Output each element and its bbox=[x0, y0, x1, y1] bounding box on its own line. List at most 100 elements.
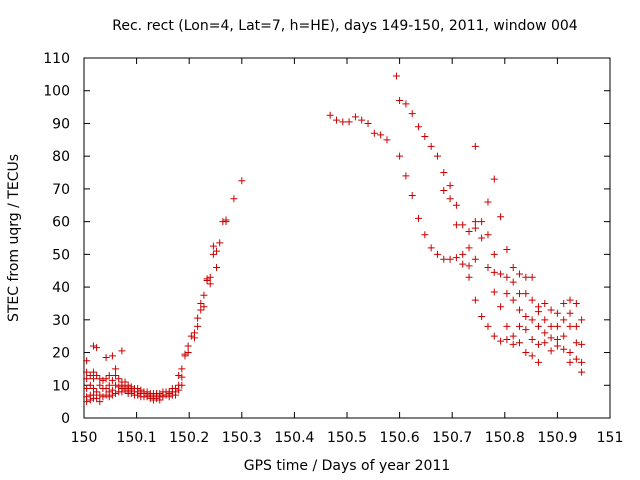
data-point bbox=[178, 381, 186, 389]
data-point bbox=[181, 350, 189, 358]
y-tick-label: 70 bbox=[52, 182, 70, 198]
y-tick-label: 0 bbox=[61, 411, 70, 427]
data-point bbox=[572, 322, 580, 330]
data-point bbox=[446, 182, 454, 190]
y-tick-label: 80 bbox=[52, 149, 70, 165]
y-tick-label: 30 bbox=[52, 313, 70, 329]
data-point bbox=[490, 175, 498, 183]
data-point bbox=[89, 375, 97, 383]
y-tick-label: 20 bbox=[52, 346, 70, 362]
data-point bbox=[143, 393, 151, 401]
x-tick-label: 150.3 bbox=[222, 430, 262, 446]
y-tick-label: 10 bbox=[52, 378, 70, 394]
data-point bbox=[522, 273, 530, 281]
data-point bbox=[553, 342, 561, 350]
data-point bbox=[396, 97, 404, 105]
data-point bbox=[102, 353, 110, 361]
y-tick-label: 50 bbox=[52, 247, 70, 263]
data-point bbox=[93, 394, 101, 402]
data-point bbox=[471, 218, 479, 226]
y-tick-label: 40 bbox=[52, 280, 70, 296]
data-point bbox=[108, 352, 116, 360]
data-point bbox=[127, 389, 135, 397]
data-point bbox=[572, 339, 580, 347]
data-point bbox=[503, 273, 511, 281]
data-point bbox=[216, 239, 224, 247]
data-point bbox=[516, 290, 524, 298]
data-point bbox=[490, 332, 498, 340]
data-point bbox=[83, 357, 91, 365]
data-point bbox=[553, 335, 561, 343]
data-point bbox=[478, 234, 486, 242]
data-point bbox=[433, 152, 441, 160]
data-point bbox=[572, 355, 580, 363]
data-point bbox=[509, 278, 517, 286]
data-point bbox=[541, 316, 549, 324]
data-point bbox=[108, 391, 116, 399]
data-point bbox=[209, 242, 217, 250]
data-point bbox=[534, 308, 542, 316]
data-point bbox=[146, 394, 154, 402]
data-point bbox=[178, 373, 186, 381]
data-point bbox=[471, 142, 479, 150]
data-point bbox=[112, 381, 120, 389]
data-point bbox=[560, 316, 568, 324]
data-point bbox=[541, 329, 549, 337]
data-point bbox=[118, 388, 126, 396]
data-point bbox=[427, 142, 435, 150]
data-point bbox=[402, 100, 410, 108]
data-point bbox=[578, 358, 586, 366]
data-point bbox=[446, 255, 454, 263]
data-point bbox=[478, 313, 486, 321]
data-point bbox=[490, 268, 498, 276]
data-point bbox=[528, 335, 536, 343]
data-point bbox=[222, 216, 230, 224]
data-point bbox=[547, 334, 555, 342]
data-points bbox=[83, 72, 586, 406]
data-point bbox=[415, 123, 423, 131]
data-point bbox=[440, 187, 448, 195]
data-point bbox=[93, 344, 101, 352]
x-tick-label: 150.6 bbox=[380, 430, 420, 446]
data-point bbox=[105, 381, 113, 389]
data-point bbox=[578, 340, 586, 348]
data-point bbox=[503, 290, 511, 298]
data-point bbox=[541, 299, 549, 307]
data-point bbox=[446, 195, 454, 203]
data-point bbox=[102, 385, 110, 393]
data-point bbox=[572, 299, 580, 307]
x-tick-label: 150.9 bbox=[537, 430, 577, 446]
data-point bbox=[578, 368, 586, 376]
x-tick-label: 150 bbox=[71, 430, 98, 446]
x-tick-label: 150.2 bbox=[169, 430, 209, 446]
data-point bbox=[408, 191, 416, 199]
data-point bbox=[93, 371, 101, 379]
data-point bbox=[99, 376, 107, 384]
data-point bbox=[339, 118, 347, 126]
chart-title: Rec. rect (Lon=4, Lat=7, h=HE), days 149… bbox=[112, 18, 578, 34]
data-point bbox=[230, 195, 238, 203]
y-tick-label: 90 bbox=[52, 116, 70, 132]
data-point bbox=[509, 332, 517, 340]
data-point bbox=[121, 386, 129, 394]
data-point bbox=[465, 244, 473, 252]
data-point bbox=[213, 247, 221, 255]
data-point bbox=[184, 349, 192, 357]
data-point bbox=[497, 270, 505, 278]
x-tick-label: 150.4 bbox=[274, 430, 314, 446]
data-point bbox=[83, 368, 91, 376]
data-point bbox=[465, 273, 473, 281]
x-tick-label: 150.7 bbox=[432, 430, 472, 446]
data-point bbox=[484, 231, 492, 239]
data-point bbox=[528, 316, 536, 324]
data-point bbox=[351, 113, 359, 121]
data-point bbox=[203, 275, 211, 283]
data-point bbox=[175, 386, 183, 394]
data-point bbox=[509, 340, 517, 348]
data-point bbox=[108, 376, 116, 384]
data-point bbox=[112, 371, 120, 379]
y-tick-label: 60 bbox=[52, 215, 70, 231]
data-point bbox=[516, 339, 524, 347]
data-point bbox=[402, 172, 410, 180]
data-point bbox=[547, 306, 555, 314]
